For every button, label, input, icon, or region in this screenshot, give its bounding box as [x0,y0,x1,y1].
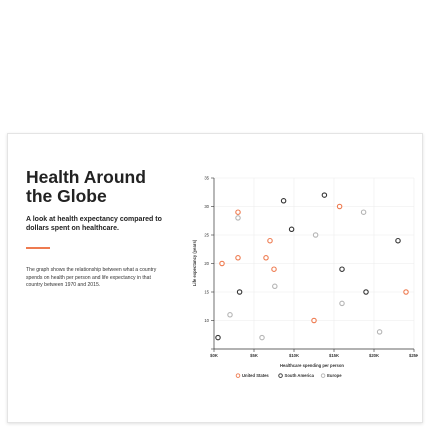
data-point-europe [272,283,278,290]
data-point-united-states [336,203,343,210]
data-point-south-america [280,198,287,204]
y-tick-label: 25 [204,232,209,237]
data-point-south-america [288,226,295,233]
data-point-south-america [395,237,401,244]
legend-marker-united-states [235,373,241,378]
data-point-europe [376,329,383,335]
data-point-united-states [219,260,225,267]
data-point-europe [339,300,345,307]
x-tick-label: $5K [250,353,258,358]
legend: United States South America Europe [235,373,342,378]
legend-label-europe: Europe [327,373,342,378]
legend-marker-south-america [278,373,283,378]
y-axis-label: Life expectancy (years) [192,239,197,286]
y-tick-label: 15 [204,289,209,294]
x-tick-label: $10K [289,353,299,358]
data-points [215,192,409,341]
data-point-south-america [215,334,221,341]
data-point-europe [227,312,233,318]
x-axis-label: Healthcare spending per person [280,363,344,368]
data-point-south-america [363,289,369,295]
chart-card: Health Around the Globe A look at health… [7,133,423,423]
data-point-europe [360,209,367,215]
data-point-united-states [235,255,241,261]
data-point-united-states [271,266,277,272]
data-point-united-states [263,255,269,261]
y-tick-label: 20 [204,261,209,266]
subtitle: A look at health expectancy compared to … [26,216,162,232]
x-tick-label: $0K [210,353,218,358]
description: The graph shows the relationship between… [26,267,157,289]
intro-panel: Health Around the Globe A look at health… [26,168,164,290]
legend-label-south-america: South America [285,373,315,378]
grid-lines [214,177,415,349]
x-tick-label: $25K [409,353,418,358]
legend-label-united-states: United States [242,373,269,378]
data-point-united-states [311,317,317,324]
y-tick-label: 30 [204,204,209,209]
page-title: Health Around the Globe [26,167,146,206]
axes: 10 15 20 25 30 35 $0K $5K $10K $15K $20K $25K [204,175,418,358]
data-point-europe [235,215,241,221]
data-point-united-states [403,289,409,295]
data-point-united-states [235,209,241,215]
x-tick-label: $20K [369,353,379,358]
data-point-europe [259,334,265,341]
scatter-chart: 10 15 20 25 30 35 $0K $5K $10K $15K $20K $25K Life … [192,175,418,378]
data-point-south-america [236,289,243,295]
y-tick-label: 10 [204,318,209,323]
data-point-south-america [321,192,328,198]
legend-marker-europe [320,373,326,378]
data-point-south-america [339,266,345,272]
data-point-europe [312,232,319,238]
x-tick-label: $15K [329,353,339,358]
accent-divider [26,247,50,249]
data-point-united-states [267,237,273,244]
y-tick-label: 35 [204,175,209,180]
